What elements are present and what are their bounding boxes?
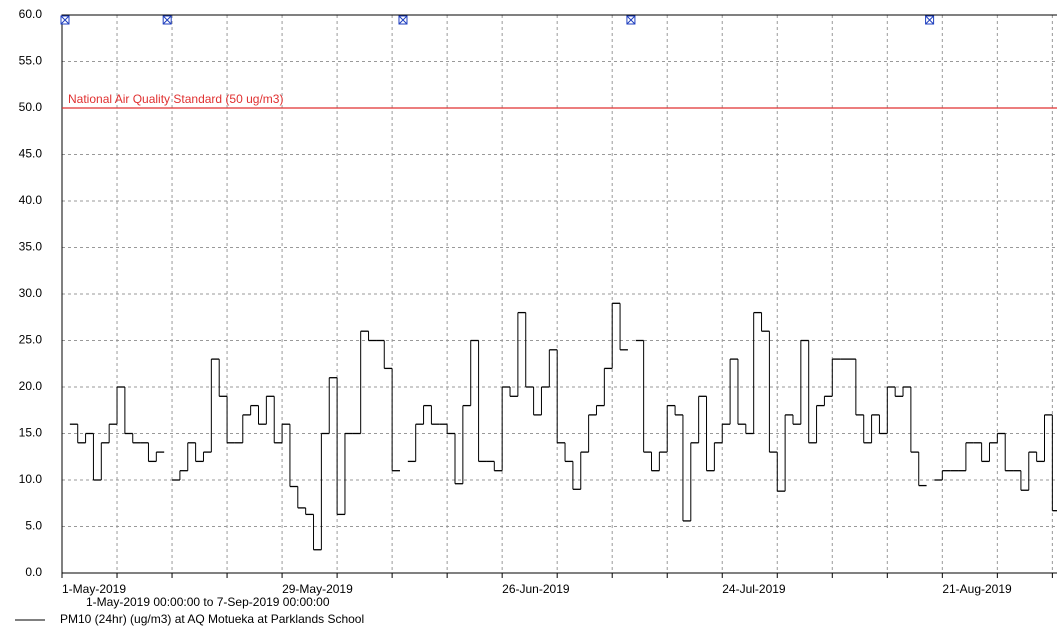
missing-marker-cross: [626, 15, 636, 25]
y-tick-label: 50.0: [19, 100, 43, 114]
y-tick-label: 30.0: [19, 286, 43, 300]
y-tick-label: 55.0: [19, 54, 43, 68]
legend-label: PM10 (24hr) (ug/m3) at AQ Motueka at Par…: [60, 612, 364, 626]
y-tick-label: 0.0: [25, 565, 42, 579]
y-tick-label: 60.0: [19, 7, 43, 21]
chart-subtitle: 1-May-2019 00:00:00 to 7-Sep-2019 00:00:…: [86, 595, 330, 609]
missing-marker-cross: [925, 15, 934, 25]
y-tick-label: 20.0: [19, 379, 43, 393]
y-tick-label: 15.0: [19, 426, 43, 440]
x-tick-label: 24-Jul-2019: [722, 582, 786, 596]
y-tick-label: 35.0: [19, 240, 43, 254]
y-tick-label: 25.0: [19, 333, 43, 347]
y-tick-label: 10.0: [19, 472, 43, 486]
x-tick-label: 26-Jun-2019: [502, 582, 570, 596]
y-tick-label: 40.0: [19, 193, 43, 207]
x-tick-label: 29-May-2019: [282, 582, 353, 596]
missing-marker-cross: [162, 15, 172, 25]
missing-marker-cross: [398, 15, 408, 25]
reference-label: National Air Quality Standard (50 ug/m3): [68, 92, 283, 106]
x-tick-label: 1-May-2019: [62, 582, 126, 596]
y-tick-label: 5.0: [25, 519, 42, 533]
missing-marker-cross: [60, 15, 70, 25]
y-tick-label: 45.0: [19, 147, 43, 161]
plot-frame: [61, 14, 1057, 574]
x-tick-label: 21-Aug-2019: [942, 582, 1012, 596]
